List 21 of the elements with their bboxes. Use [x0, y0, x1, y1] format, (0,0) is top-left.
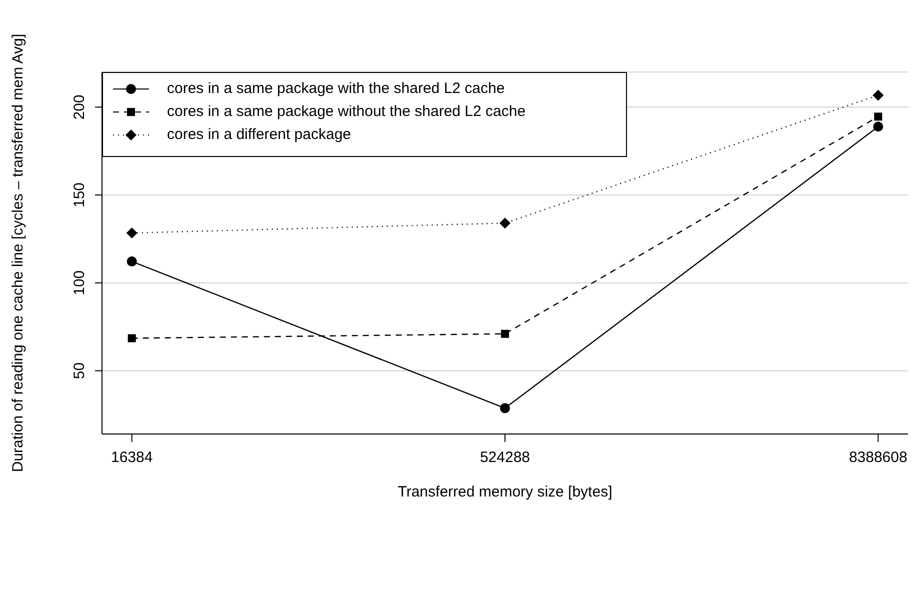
y-tick-label: 50	[71, 362, 88, 380]
y-tick-label: 100	[71, 270, 88, 296]
y-axis-title: Duration of reading one cache line [cycles – transferred mem Avg]	[9, 34, 26, 472]
y-tick-label: 200	[71, 94, 88, 120]
point	[126, 256, 137, 266]
point	[126, 227, 138, 238]
x-axis-title: Transferred memory size [bytes]	[398, 484, 612, 501]
y-tick-label: 150	[71, 182, 88, 208]
point	[501, 330, 509, 338]
legend-label: cores in a same package without the shared L2 cache	[167, 103, 526, 120]
legend-label: cores in a same package with the shared L2 cache	[167, 80, 505, 97]
x-tick-label: 524288	[480, 449, 530, 466]
point	[872, 90, 884, 101]
point	[500, 218, 510, 229]
point	[500, 403, 510, 414]
x-tick-label: 16384	[110, 449, 153, 466]
point	[873, 122, 884, 132]
point	[128, 334, 136, 342]
x-tick-label: 8388608	[848, 449, 908, 466]
point	[874, 112, 882, 121]
legend-label: cores in a different package	[167, 126, 352, 143]
